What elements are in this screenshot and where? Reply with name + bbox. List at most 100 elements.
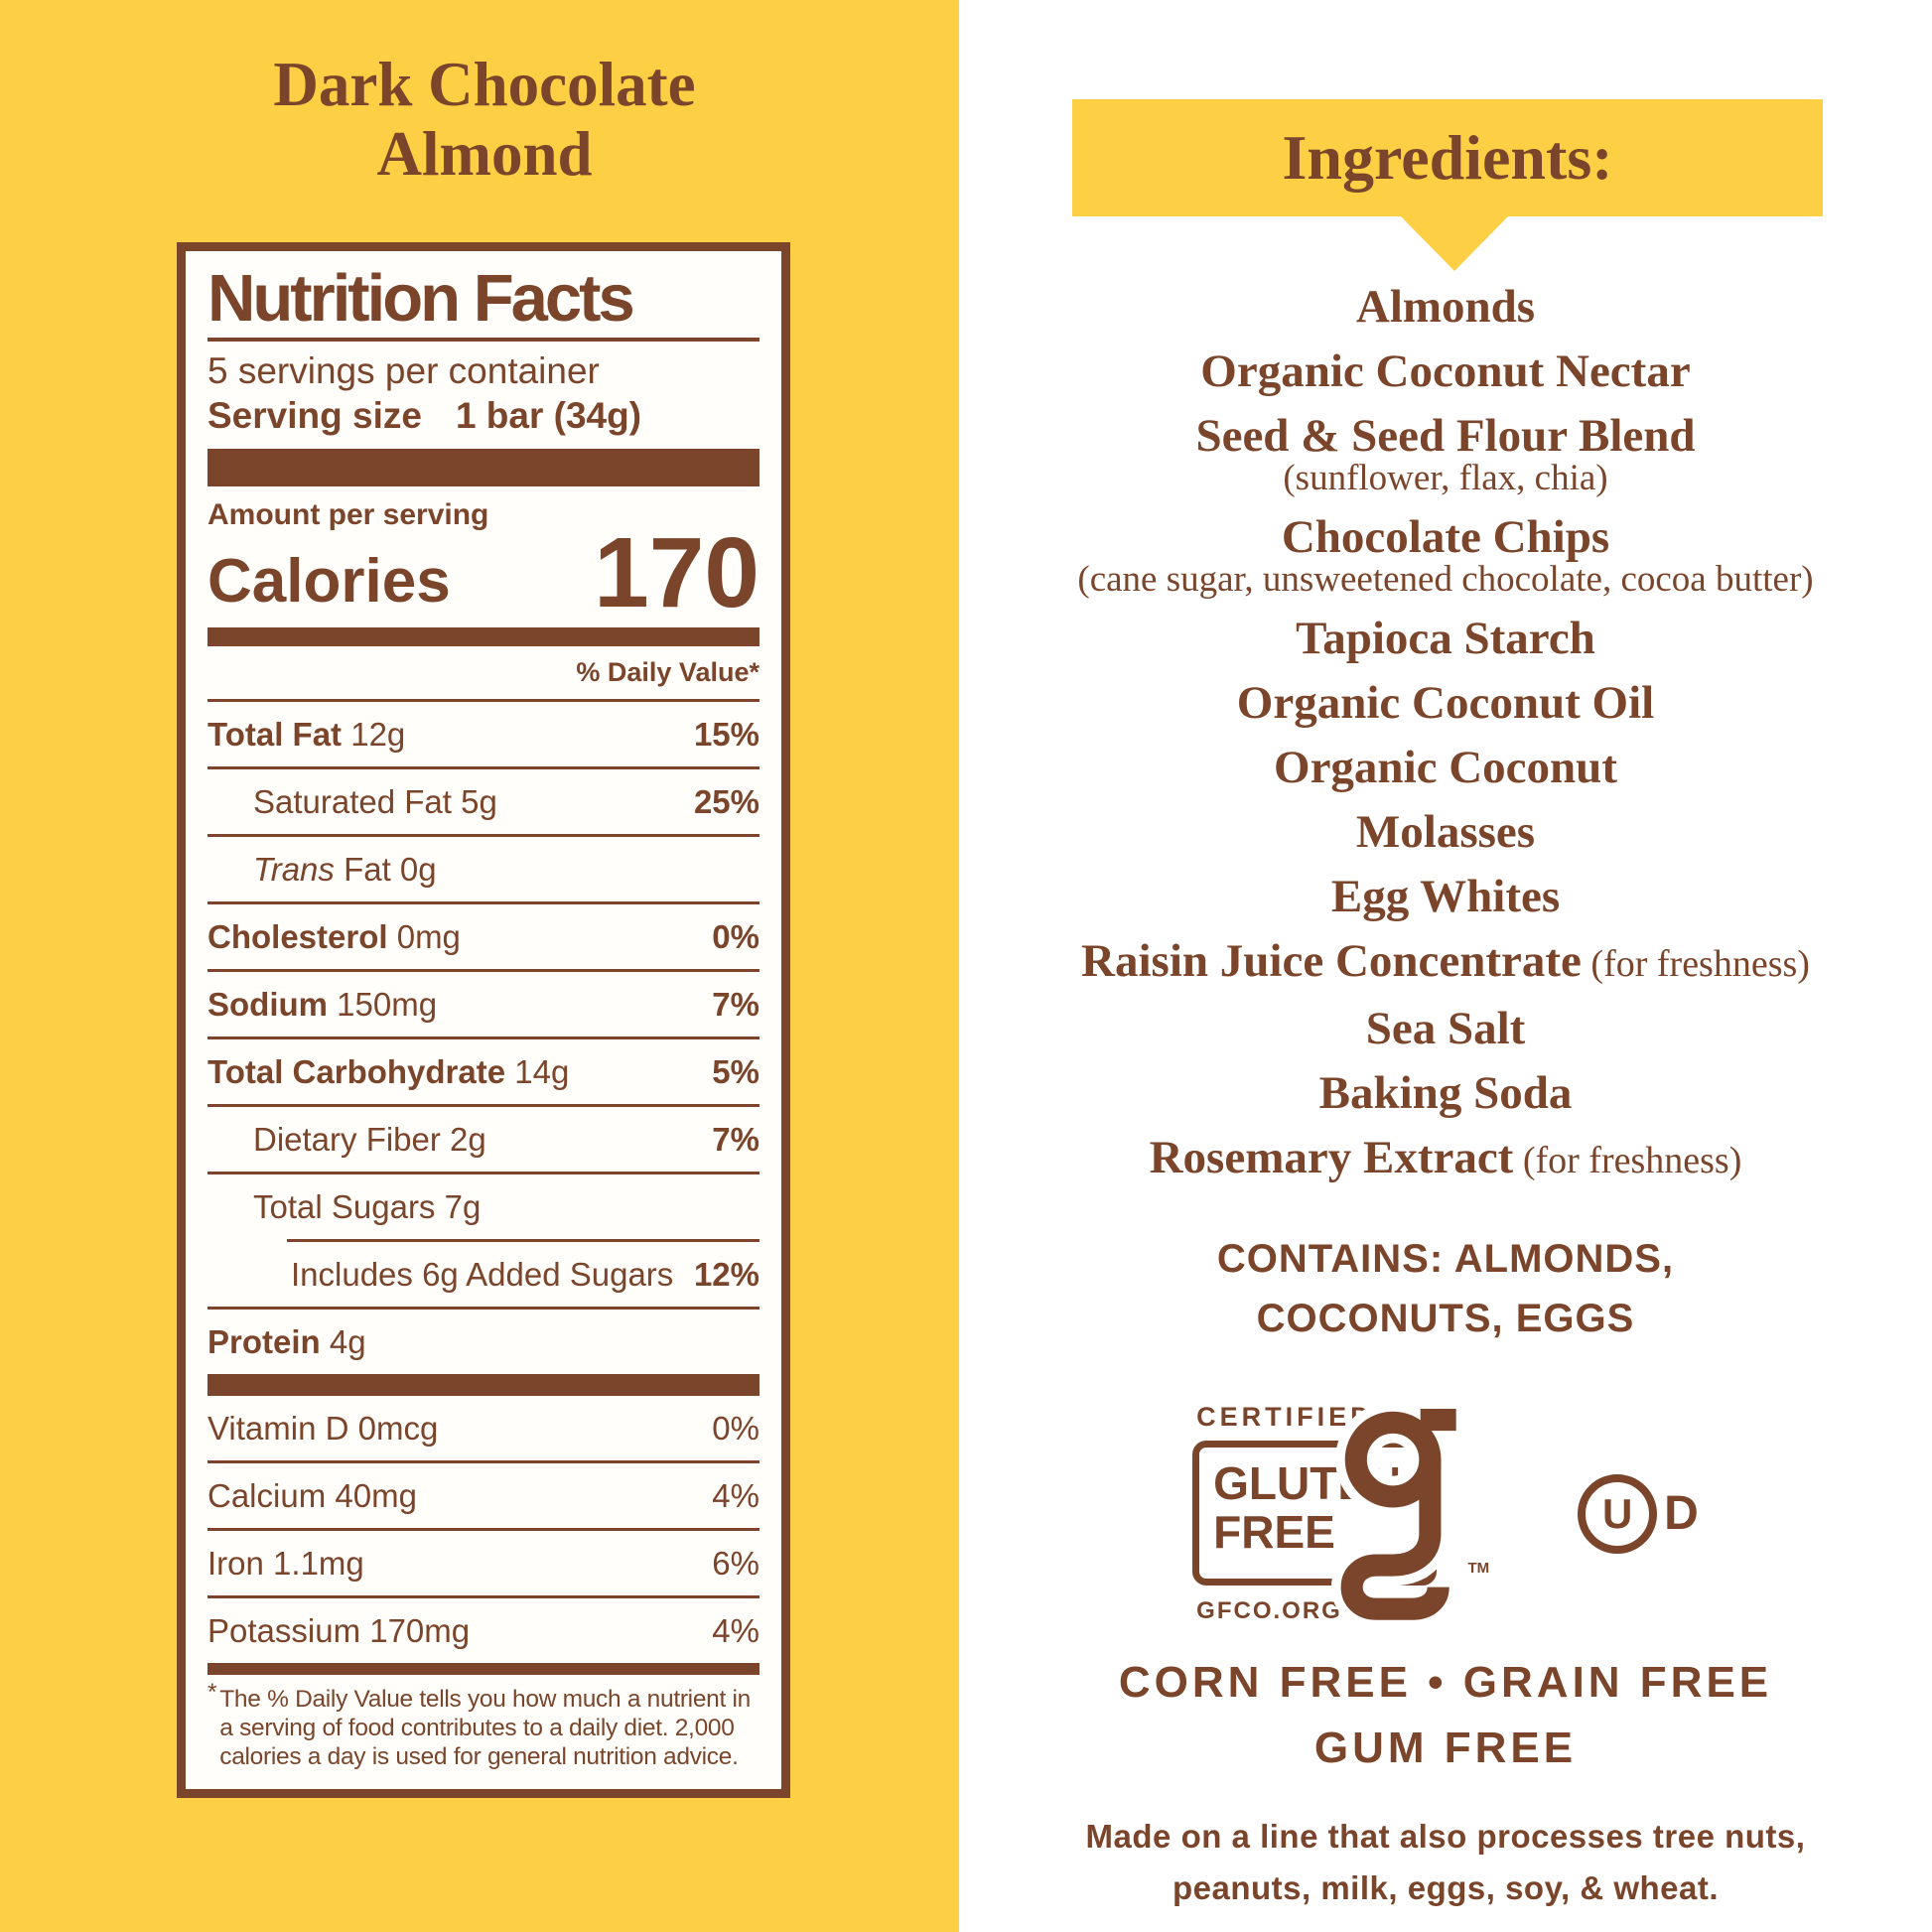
nutrient-label: Total Sugars 7g: [253, 1188, 482, 1226]
daily-value-percent: 0%: [712, 1410, 759, 1448]
micronutrient-row: Potassium 170mg 4%: [207, 1598, 759, 1663]
product-title-line1: Dark Chocolate: [273, 50, 696, 119]
nutrient-row: Protein 4g: [207, 1310, 759, 1374]
nutrient-label: Trans Fat 0g: [253, 851, 437, 889]
daily-value-header: % Daily Value*: [207, 646, 759, 703]
serving-size-value: 1 bar (34g): [455, 395, 642, 437]
nutrient-row: Total Fat 12g 15%: [207, 702, 759, 770]
micronutrient-row: Iron 1.1mg 6%: [207, 1531, 759, 1599]
ingredient-item: Almonds: [1355, 281, 1536, 333]
product-title: Dark Chocolate Almond: [87, 50, 882, 189]
nutrient-row: Includes 6g Added Sugars 12%: [207, 1242, 759, 1311]
kosher-d-label: D: [1664, 1487, 1699, 1540]
calories-value: 170: [594, 517, 759, 629]
nutrient-label: Dietary Fiber 2g: [253, 1121, 486, 1159]
ingredients-title: Ingredients:: [1282, 122, 1613, 193]
nutrient-row: Total Sugars 7g: [207, 1174, 759, 1239]
ingredient-item: Egg Whites: [1330, 871, 1561, 922]
product-title-line2: Almond: [376, 119, 593, 189]
gf-certified-label: CERTIFIED: [1196, 1402, 1374, 1432]
daily-value-percent: 0%: [712, 918, 759, 956]
ingredient-item: Chocolate Chips: [1281, 511, 1610, 563]
gf-trademark: TM: [1467, 1560, 1490, 1577]
divider-thick: [207, 449, 759, 487]
contains-line1: CONTAINS: ALMONDS,: [1216, 1237, 1675, 1281]
free-claims: CORN FREE • GRAIN FREE GUM FREE: [959, 1650, 1932, 1781]
ingredient-item: Organic Coconut: [1274, 742, 1617, 793]
free-claims-line1: CORN FREE • GRAIN FREE: [1118, 1658, 1773, 1707]
gf-word-free: FREE: [1213, 1505, 1335, 1558]
kosher-circle-u-icon: U: [1578, 1473, 1658, 1554]
nutrient-row: Total Carbohydrate 14g 5%: [207, 1039, 759, 1108]
daily-value-percent: 15%: [693, 716, 759, 754]
nutrient-row: Saturated Fat 5g 25%: [207, 769, 759, 838]
contains-statement: CONTAINS: ALMONDS, COCONUTS, EGGS: [959, 1229, 1932, 1348]
nutrient-rows: Total Fat 12g 15% Saturated Fat 5g 25% Trans…: [207, 702, 759, 1374]
daily-value-footnote: * The % Daily Value tells you how much a…: [207, 1675, 759, 1771]
contains-line2: COCONUTS, EGGS: [1256, 1297, 1635, 1340]
ingredient-item: Tapioca Starch: [1296, 613, 1595, 664]
gf-g-icon: [1331, 1399, 1459, 1630]
nutrient-label: Potassium 170mg: [207, 1612, 471, 1650]
certified-gluten-free-logo: CERTIFIED GLUTEN FREE: [1192, 1399, 1520, 1630]
daily-value-percent: 6%: [712, 1545, 759, 1583]
micronutrient-row: Calcium 40mg 4%: [207, 1463, 759, 1532]
allergen-line1: Made on a line that also processes tree …: [1085, 1818, 1806, 1855]
footnote-asterisk: *: [207, 1679, 217, 1707]
daily-value-percent: 4%: [712, 1477, 759, 1515]
gf-logo-frame: GLUTEN FREE TM: [1192, 1399, 1489, 1630]
ingredients-banner: Ingredients:: [1072, 99, 1823, 216]
divider-end: [207, 1663, 759, 1676]
certifications-row: CERTIFIED GLUTEN FREE: [959, 1399, 1932, 1630]
daily-value-percent: 12%: [693, 1256, 759, 1294]
calories-label: Calories: [207, 547, 451, 617]
gfco-org-label: GFCO.ORG: [1196, 1597, 1342, 1624]
nutrient-label: Includes 6g Added Sugars: [291, 1256, 674, 1294]
ingredient-item: Sea Salt: [1365, 1003, 1526, 1054]
nutrient-label: Total Fat 12g: [207, 716, 406, 754]
divider-medium: [207, 627, 759, 647]
micronutrient-row: Vitamin D 0mcg 0%: [207, 1396, 759, 1464]
nutrition-facts-title: Nutrition Facts: [207, 263, 759, 343]
serving-size-label: Serving size: [207, 395, 422, 437]
daily-value-percent: 4%: [712, 1612, 759, 1650]
daily-value-percent: 7%: [712, 1121, 759, 1159]
ingredient-sub-components: (cane sugar, unsweetened chocolate, coco…: [1077, 559, 1814, 600]
micronutrient-rows: Vitamin D 0mcg 0% Calcium 40mg 4% Iron 1.1mg…: [207, 1396, 759, 1663]
ingredient-item: Raisin Juice Concentrate (for freshness): [1081, 935, 1810, 987]
nutrition-facts-panel: Nutrition Facts 5 servings per container…: [177, 242, 790, 1799]
servings-per-container: 5 servings per container: [207, 350, 600, 392]
ingredient-note: (for freshness): [1513, 1140, 1742, 1181]
ingredient-item: Organic Coconut Nectar: [1200, 345, 1691, 397]
nutrient-label: Protein 4g: [207, 1323, 366, 1361]
nutrient-row: Trans Fat 0g: [207, 837, 759, 905]
daily-value-percent: 25%: [693, 783, 759, 821]
daily-value-percent: 7%: [712, 986, 759, 1024]
serving-size-row: Serving size 1 bar (34g): [207, 393, 759, 439]
nutrient-label: Calcium 40mg: [207, 1477, 417, 1515]
amount-per-serving-label: Amount per serving: [207, 498, 489, 532]
allergen-line2: peanuts, milk, eggs, soy, & wheat.: [1172, 1869, 1720, 1906]
free-claims-line2: GUM FREE: [1313, 1724, 1578, 1772]
banner-pointer-triangle: [1400, 215, 1509, 271]
allergen-statement: Made on a line that also processes tree …: [959, 1811, 1932, 1914]
gf-logo-words: GLUTEN FREE: [1199, 1448, 1430, 1557]
ingredient-item: Baking Soda: [1318, 1067, 1573, 1119]
nutrient-label: Total Carbohydrate 14g: [207, 1053, 570, 1091]
divider-thick-2: [207, 1374, 759, 1397]
nutrient-label: Cholesterol 0mg: [207, 918, 461, 956]
indented-divider: [287, 1239, 759, 1243]
nutrient-label: Sodium 150mg: [207, 986, 438, 1024]
footnote-text: The % Daily Value tells you how much a n…: [219, 1686, 751, 1771]
ingredient-item: Rosemary Extract (for freshness): [1149, 1132, 1742, 1183]
nutrient-row: Sodium 150mg 7%: [207, 972, 759, 1040]
calories-row: Calories 170: [207, 517, 759, 629]
ingredient-sub-components: (sunflower, flax, chia): [1283, 458, 1608, 498]
nutrient-row: Dietary Fiber 2g 7%: [207, 1107, 759, 1175]
nutrient-label: Vitamin D 0mcg: [207, 1410, 439, 1448]
nutrient-label: Saturated Fat 5g: [253, 783, 497, 821]
kosher-ou-d-symbol: U D: [1578, 1473, 1699, 1554]
ingredients-list: Almonds Organic Coconut Nectar Seed & Seed…: [969, 266, 1922, 1184]
nutrient-row: Cholesterol 0mg 0%: [207, 904, 759, 973]
ingredient-item: Molasses: [1355, 806, 1536, 858]
